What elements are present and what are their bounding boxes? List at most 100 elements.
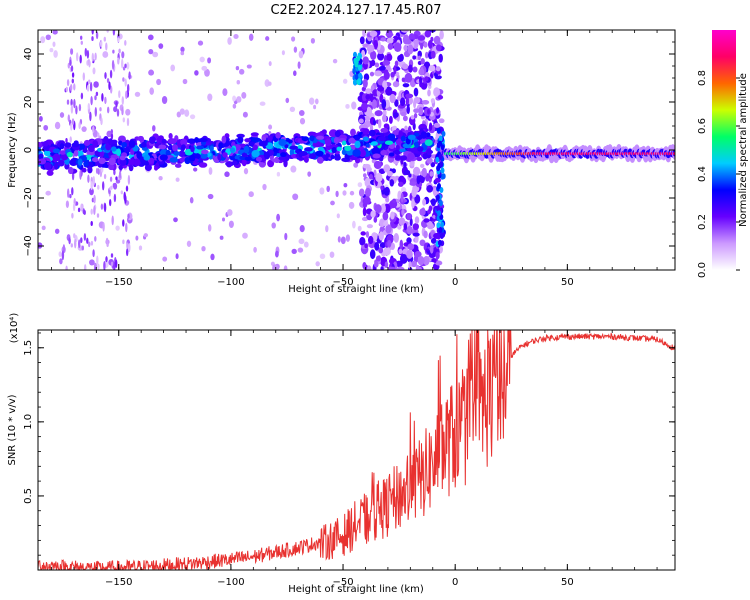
- spectrogram-cell: [134, 91, 141, 97]
- spectrogram-cell: [125, 90, 128, 100]
- spectrogram-cell: [59, 112, 65, 118]
- spectrogram-cell: [335, 190, 339, 198]
- spectrogram-cell: [69, 59, 72, 66]
- spectrogram-cell: [73, 233, 76, 239]
- spectrogram-cell: [149, 136, 156, 143]
- spectrogram-cell: [232, 95, 237, 102]
- spectrogram-cell: [364, 177, 371, 188]
- spectrogram-cell: [426, 108, 431, 115]
- spectrogram-cell: [71, 72, 75, 78]
- spectrogram-cell: [122, 77, 125, 82]
- spectrogram-cell: [381, 99, 387, 109]
- spectrogram-cell: [361, 49, 366, 58]
- spectrogram-cell: [424, 139, 433, 147]
- spectrogram-cell: [198, 162, 208, 168]
- spectrogram-cell: [89, 81, 93, 92]
- spectrogram-cell: [352, 149, 361, 157]
- spectrogram-cell: [411, 198, 415, 209]
- spectrogram-cell: [370, 141, 378, 146]
- spectrogram-cell: [148, 157, 155, 164]
- spectrogram-cell: [398, 130, 403, 138]
- snr-frame: [37, 329, 676, 571]
- spectrogram-cell: [115, 179, 121, 184]
- spectrogram-cell: [299, 224, 305, 233]
- spectrogram-cell: [309, 135, 315, 142]
- spectrogram-cell: [370, 59, 376, 67]
- spectrogram-cell: [380, 149, 387, 156]
- spectrogram-cell: [144, 163, 152, 172]
- spectrogram-cell: [387, 43, 394, 50]
- spectrogram-cell: [395, 154, 402, 160]
- spectrogram-cell: [441, 173, 446, 180]
- spectrogram-cell: [430, 98, 435, 104]
- colorbar-label: Normalized spectral amplitude: [738, 73, 749, 227]
- spectrogram-cell: [299, 117, 306, 125]
- spectrogram-cell: [52, 148, 61, 154]
- x-tick-label: −100: [217, 277, 244, 288]
- spectrogram-cell: [333, 137, 340, 145]
- spectrogram-cell: [398, 217, 406, 226]
- spectrogram-cell: [106, 130, 112, 138]
- spectrogram-cell: [438, 153, 443, 160]
- spectrogram-cell: [400, 135, 406, 142]
- spectrogram-cell: [70, 122, 73, 131]
- spectrogram-cell: [412, 66, 418, 73]
- spectrogram-cell: [326, 185, 330, 193]
- spectrogram-cell: [350, 128, 356, 137]
- spectrogram-cell: [340, 236, 346, 245]
- spectrogram-cell: [175, 177, 180, 182]
- spectrogram-cell: [74, 238, 77, 249]
- spectrogram-cell: [59, 143, 65, 150]
- spectrogram-cell: [117, 37, 120, 43]
- spectrogram-cell: [416, 156, 423, 162]
- spectrogram-cell: [429, 245, 434, 254]
- spectrogram-cell: [423, 218, 430, 223]
- spectrogram-cell: [310, 37, 315, 44]
- spectrogram-cell: [413, 132, 420, 137]
- spectrogram-cell: [382, 211, 389, 221]
- spectrogram-cell: [392, 198, 397, 204]
- spectrogram-cell: [156, 78, 162, 86]
- spectrogram-cell: [435, 260, 443, 266]
- spectrogram-cell: [78, 239, 81, 249]
- spectrogram-cell: [126, 248, 129, 257]
- spectrogram-cell: [438, 227, 443, 233]
- spectrogram-cell: [111, 215, 114, 226]
- spectrogram-cell: [125, 185, 129, 192]
- spectrogram-cell: [118, 170, 122, 179]
- spectrogram-cell: [228, 220, 234, 229]
- spectrogram-cell: [374, 62, 380, 68]
- spectrogram-cell: [316, 135, 325, 140]
- spectrogram-cell: [70, 243, 74, 248]
- spectrogram-cell: [369, 30, 378, 37]
- spectrogram-cell: [108, 81, 111, 91]
- spectrogram-cell: [413, 141, 419, 147]
- spectrogram-cell: [372, 99, 377, 109]
- spectrogram-cell: [95, 91, 99, 97]
- spectrogram-cell: [354, 140, 361, 149]
- spectrogram-cell: [69, 136, 72, 143]
- spectrogram-cell: [231, 160, 238, 166]
- spectrogram-cell: [436, 127, 441, 134]
- spectrogram-cell: [125, 222, 128, 233]
- spectrogram-cell: [186, 240, 192, 247]
- x-tick-label: −150: [105, 577, 132, 588]
- spectrogram-cell: [73, 83, 76, 91]
- spectrogram-cell: [365, 143, 370, 148]
- spectrogram-cell: [441, 130, 446, 137]
- spectrogram-cell: [82, 148, 88, 153]
- x-tick-label: 50: [561, 577, 574, 588]
- spectrogram-cell: [349, 156, 359, 161]
- spectrogram-cell: [368, 174, 374, 180]
- spectrogram-cell: [334, 154, 341, 161]
- spectrogram-cell: [406, 237, 412, 244]
- spectrogram-cell: [81, 167, 87, 173]
- spectrogram-cell: [103, 36, 107, 42]
- spectrogram-cell: [243, 145, 250, 154]
- spectrogram-cell: [161, 138, 167, 144]
- spectrogram-cell: [91, 30, 94, 35]
- spectrogram-cell: [342, 190, 347, 196]
- spectrogram-cell: [172, 144, 178, 152]
- spectrogram-cell: [162, 256, 168, 262]
- spectrogram-cell: [393, 42, 402, 52]
